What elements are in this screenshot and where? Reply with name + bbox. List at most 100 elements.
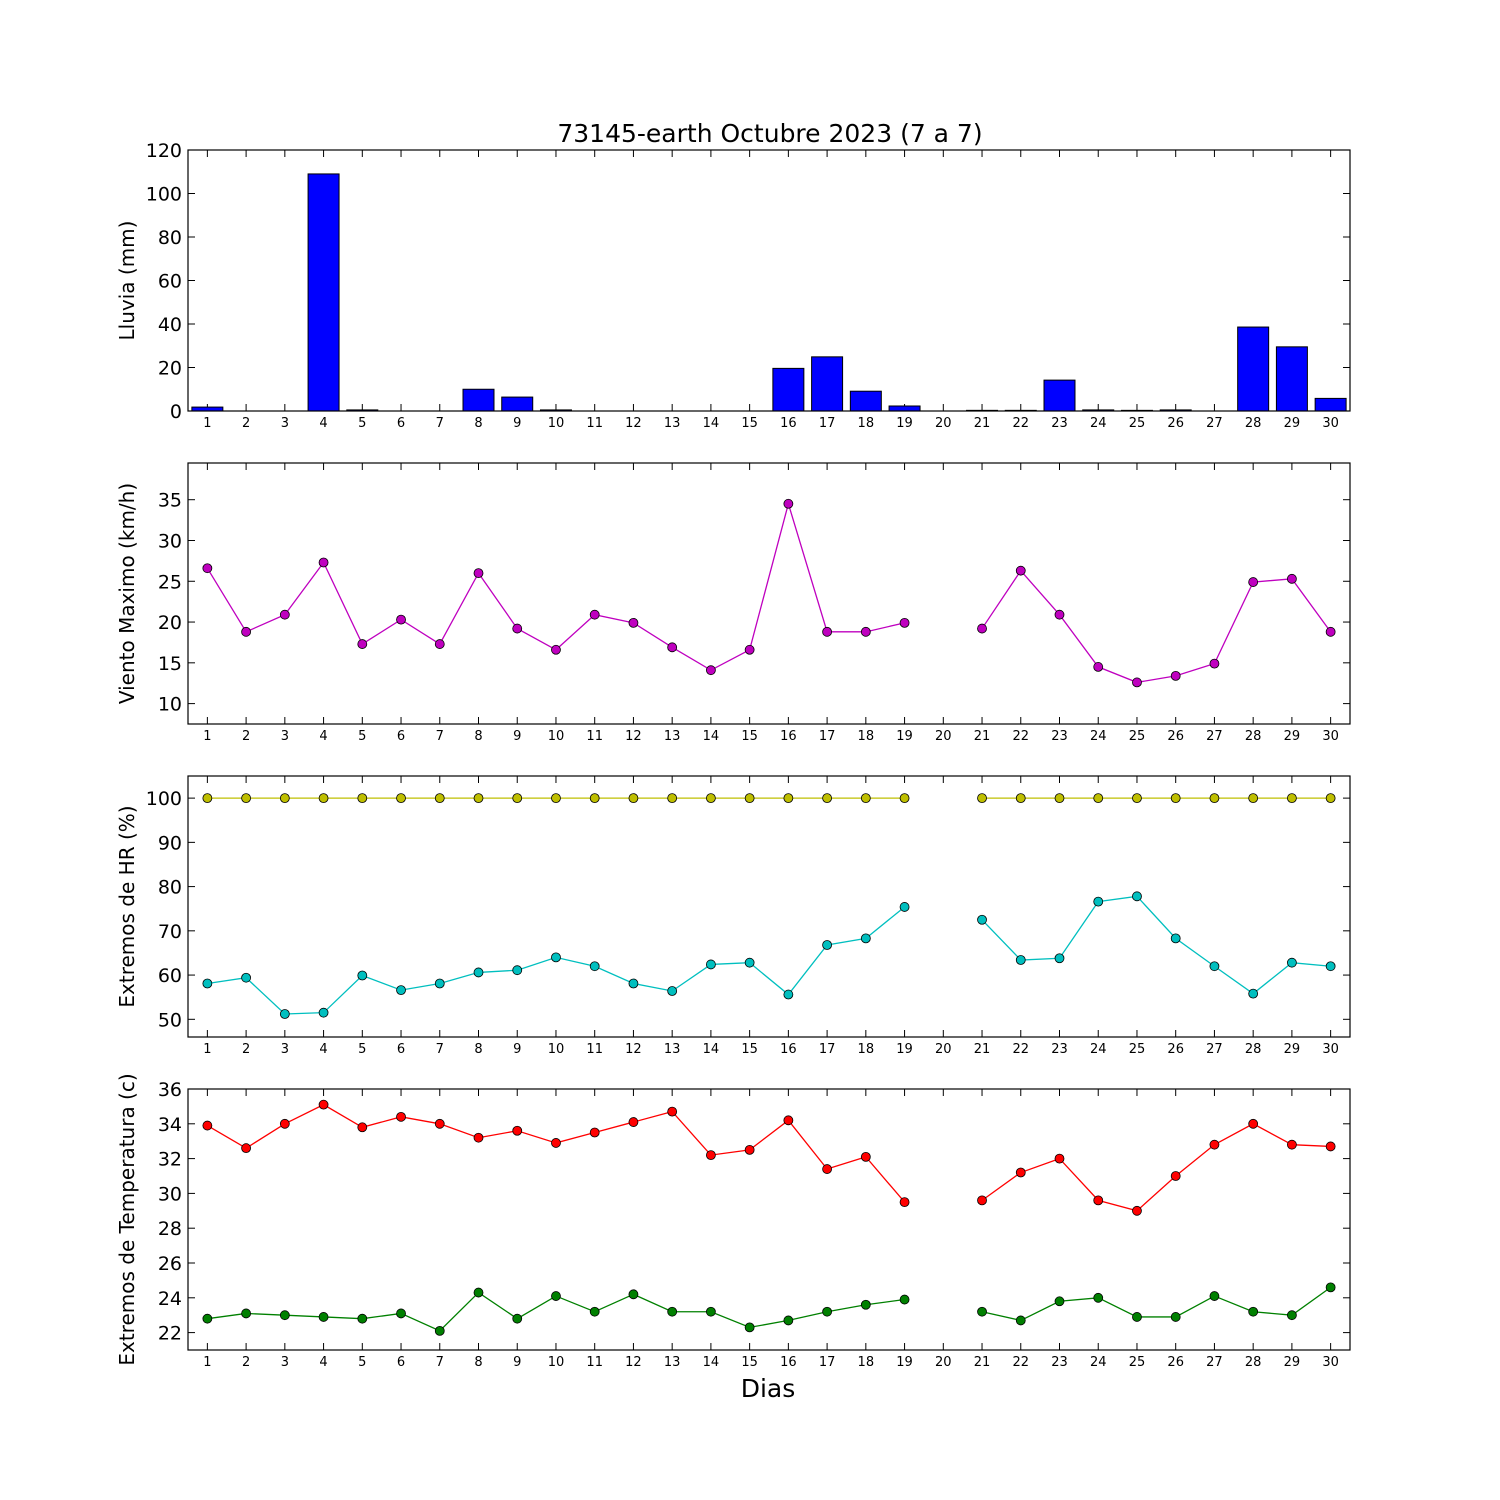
x-tick-label: 10 — [548, 1355, 565, 1370]
x-tick-label: 28 — [1245, 1355, 1262, 1370]
y-tick-label: 70 — [158, 921, 182, 943]
x-tick-label: 13 — [664, 1355, 681, 1370]
data-point — [628, 793, 639, 804]
x-tick-label: 18 — [858, 1042, 875, 1057]
chart-title: 73145-earth Octubre 2023 (7 a 7) — [557, 119, 982, 148]
data-point — [860, 793, 871, 804]
x-tick-label: 17 — [819, 416, 836, 431]
x-tick-label: 25 — [1129, 416, 1146, 431]
axes-frame — [187, 1088, 1351, 1351]
y-tick-label: 90 — [158, 832, 182, 854]
data-point — [628, 617, 639, 628]
x-tick-label: 4 — [319, 1042, 327, 1057]
data-point — [783, 989, 794, 1000]
x-tick-label: 5 — [358, 416, 366, 431]
y-tick-label: 20 — [158, 358, 182, 380]
x-tick-label: 8 — [474, 729, 482, 744]
data-point — [1287, 1139, 1297, 1150]
data-point — [589, 793, 600, 804]
data-point — [1093, 793, 1104, 804]
data-point — [202, 793, 213, 804]
data-point — [1054, 793, 1065, 804]
data-point — [822, 626, 832, 637]
x-tick-label: 1 — [203, 1355, 211, 1370]
data-point — [512, 965, 523, 976]
data-point — [744, 644, 755, 655]
data-point — [1325, 1282, 1336, 1293]
data-point — [628, 978, 639, 989]
x-tick-label: 20 — [935, 729, 952, 744]
y-tick-label: 80 — [158, 877, 182, 899]
data-point — [899, 1294, 910, 1305]
data-point — [783, 1115, 794, 1126]
x-tick-label: 11 — [586, 416, 603, 431]
data-point — [473, 793, 484, 804]
data-point — [628, 1117, 639, 1127]
x-tick-label: 19 — [896, 1042, 913, 1057]
y-tick-label: 60 — [158, 965, 182, 987]
data-point — [822, 940, 832, 950]
x-tick-label: 23 — [1051, 729, 1068, 744]
data-point — [744, 957, 755, 968]
x-tick-label: 30 — [1322, 416, 1339, 431]
data-point — [1248, 1118, 1259, 1129]
data-point — [357, 639, 368, 649]
x-tick-label: 16 — [780, 729, 797, 744]
data-point — [318, 1312, 329, 1322]
data-point — [1209, 658, 1220, 669]
bar — [772, 367, 805, 412]
x-tick-label: 8 — [474, 1042, 482, 1057]
data-point — [1093, 896, 1104, 907]
x-tick-label: 9 — [513, 416, 521, 431]
data-point — [241, 626, 252, 637]
data-point — [434, 1325, 445, 1336]
x-tick-label: 3 — [281, 1042, 289, 1057]
data-point — [551, 644, 561, 655]
x-tick-label: 26 — [1167, 729, 1184, 744]
x-tick-label: 19 — [896, 729, 913, 744]
data-point — [396, 614, 406, 625]
data-point — [551, 1291, 561, 1301]
y-tick-label: 34 — [158, 1114, 182, 1136]
x-tick-label: 14 — [703, 1355, 720, 1370]
x-tick-label: 29 — [1284, 1042, 1301, 1057]
data-point — [977, 623, 987, 634]
data-point — [667, 1106, 678, 1117]
x-tick-label: 13 — [664, 1042, 681, 1057]
x-tick-label: 22 — [1012, 1355, 1029, 1370]
x-tick-label: 28 — [1245, 416, 1262, 431]
data-point — [1209, 961, 1220, 972]
x-tick-label: 17 — [819, 1355, 836, 1370]
y-tick-label: 120 — [146, 140, 182, 162]
series-line — [981, 569, 1332, 684]
y-tick-label: 50 — [158, 1009, 182, 1031]
data-point — [822, 1306, 832, 1317]
data-point — [860, 626, 871, 637]
data-point — [279, 793, 290, 804]
x-tick-label: 22 — [1012, 416, 1029, 431]
data-point — [1054, 953, 1065, 964]
data-point — [357, 793, 368, 804]
data-point — [318, 1007, 329, 1018]
x-axis-label: Dias — [741, 1374, 796, 1403]
data-point — [1209, 793, 1220, 804]
x-tick-label: 20 — [935, 1042, 952, 1057]
y-tick-label: 15 — [158, 653, 182, 675]
data-point — [822, 793, 832, 804]
data-point — [1248, 793, 1259, 804]
x-tick-label: 7 — [436, 1042, 444, 1057]
y-tick-label: 100 — [146, 184, 182, 206]
data-point — [1093, 1195, 1104, 1206]
x-tick-label: 1 — [203, 729, 211, 744]
y-tick-label: 30 — [158, 530, 182, 552]
x-tick-label: 6 — [397, 416, 405, 431]
data-point — [512, 623, 523, 634]
data-point — [899, 793, 910, 804]
y-tick-label: 22 — [158, 1323, 182, 1345]
data-point — [396, 1308, 406, 1319]
data-point — [473, 1132, 484, 1143]
x-tick-label: 15 — [741, 729, 758, 744]
x-tick-label: 24 — [1090, 729, 1107, 744]
